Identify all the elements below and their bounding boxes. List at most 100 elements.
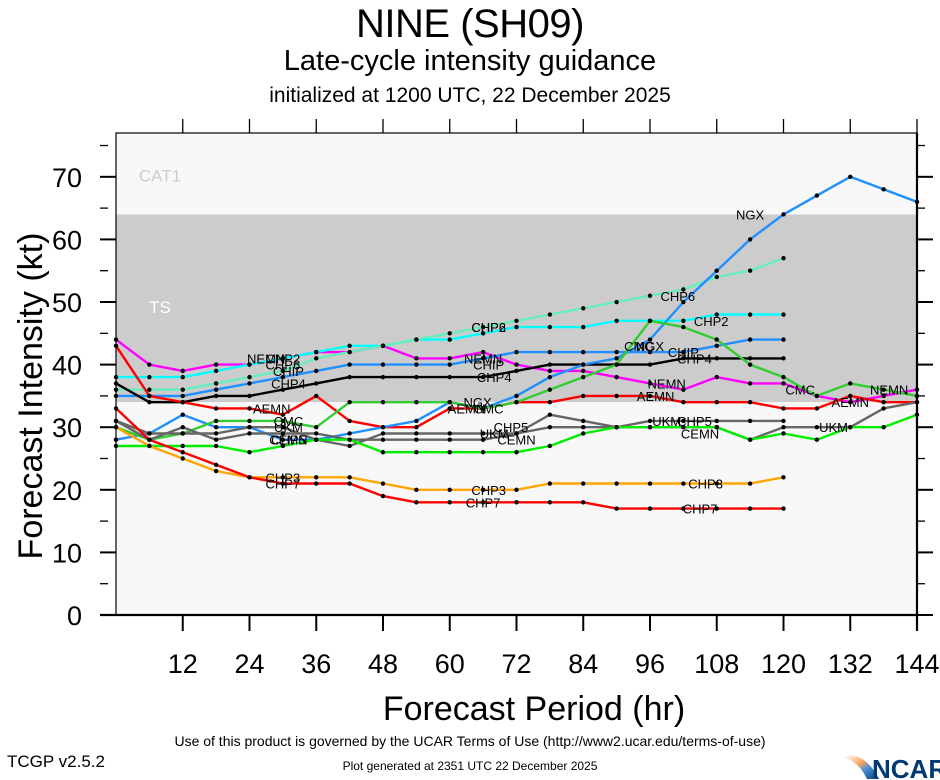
x-tick-label: 108: [694, 649, 739, 679]
series-label-chp4: CHP4: [477, 370, 512, 385]
data-point-aemn: [881, 399, 886, 405]
data-point-chp4: [781, 356, 786, 361]
data-point-aemn: [447, 406, 452, 411]
data-point-chp4: [647, 362, 653, 367]
data-point-nemn: [714, 374, 719, 380]
data-point-chip: [447, 362, 452, 367]
data-point-chp6: [681, 287, 686, 292]
data-point-chp6: [647, 293, 653, 298]
data-point-aemn: [414, 425, 419, 430]
y-tick-label: 30: [52, 413, 82, 443]
data-point-chp6: [213, 381, 219, 386]
data-point-chp5: [347, 443, 352, 449]
data-point-cemn: [614, 425, 619, 430]
series-label-ngx: NGX: [736, 207, 765, 222]
data-point-chp7: [280, 481, 286, 486]
data-point-ngx: [581, 362, 586, 367]
data-point-aemn: [781, 406, 786, 411]
data-point-ngx: [380, 425, 386, 430]
data-point-nemn: [681, 387, 686, 392]
data-point-chp4: [347, 374, 352, 380]
data-point-chp6: [180, 387, 185, 392]
data-point-aemn: [180, 399, 185, 405]
series-label-aemn: AEMN: [637, 389, 675, 404]
data-point-ukm: [247, 431, 252, 436]
series-label-chp3: CHP3: [471, 483, 506, 498]
data-point-chp3: [480, 487, 486, 493]
data-point-aemn: [714, 399, 719, 405]
data-point-ngx: [614, 356, 619, 361]
data-point-chp5: [647, 418, 653, 424]
data-point-chp7: [213, 462, 219, 467]
data-point-chip: [681, 349, 686, 355]
data-point-chp3: [647, 481, 653, 486]
x-tick-label: 72: [501, 649, 531, 679]
data-point-aemn: [280, 412, 286, 417]
data-point-chip: [581, 349, 586, 355]
data-point-chp2: [480, 331, 486, 336]
data-point-nemn: [147, 362, 152, 367]
data-point-chp3: [314, 475, 319, 480]
data-point-chp4: [314, 381, 319, 386]
intensity-band-ts: [116, 214, 917, 403]
data-point-chp3: [280, 475, 286, 480]
x-tick-label: 132: [828, 649, 873, 679]
data-point-cmc: [380, 399, 386, 405]
data-point-nemn: [547, 368, 553, 374]
data-point-nemn: [614, 374, 619, 380]
data-point-chp3: [714, 481, 719, 486]
data-point-aemn: [314, 393, 319, 399]
data-point-cmc: [414, 399, 419, 405]
data-point-chp3: [681, 481, 686, 486]
data-point-chp3: [447, 487, 452, 493]
series-label-chp4: CHP4: [677, 351, 712, 366]
data-point-chp7: [447, 500, 452, 505]
data-point-chp7: [714, 506, 719, 511]
data-point-cmc: [314, 425, 319, 430]
data-point-chp7: [547, 500, 553, 505]
data-point-cemn: [714, 425, 719, 430]
data-point-chp5: [581, 425, 586, 430]
data-point-chp7: [480, 500, 486, 505]
series-label-ngx: NGX: [463, 395, 492, 410]
data-point-chp4: [213, 393, 219, 399]
data-point-nemn: [881, 393, 886, 399]
data-point-nemn: [581, 368, 586, 374]
series-label-nemn: NEMN: [870, 383, 908, 398]
data-point-chp4: [714, 356, 719, 361]
data-point-chp3: [414, 487, 419, 493]
data-point-chp6: [247, 374, 252, 380]
data-point-ngx: [647, 337, 653, 342]
data-point-chp7: [414, 500, 419, 505]
x-tick-label: 84: [568, 649, 598, 679]
data-point-chp6: [147, 387, 152, 392]
data-point-chp6: [547, 312, 553, 317]
data-point-ngx: [681, 299, 686, 305]
data-point-chp5: [714, 418, 719, 424]
terms-of-use-notice: Use of this product is governed by the U…: [174, 733, 766, 749]
data-point-chp3: [614, 481, 619, 486]
data-point-chp6: [747, 268, 753, 273]
band-label-cat1: CAT1: [139, 166, 181, 185]
generated-timestamp: Plot generated at 2351 UTC 22 December 2…: [342, 759, 598, 773]
series-label-ukm: UKM: [652, 414, 681, 429]
data-point-chp5: [414, 431, 419, 436]
data-point-ukm: [814, 425, 820, 430]
data-point-cemn: [881, 425, 886, 430]
data-point-cmc: [814, 393, 820, 399]
data-point-chp2: [213, 368, 219, 374]
data-point-chip: [480, 356, 486, 361]
data-point-chp7: [380, 493, 386, 499]
data-point-chip: [781, 337, 786, 342]
data-point-ukm: [781, 425, 786, 430]
data-point-cemn: [581, 431, 586, 436]
data-point-aemn: [814, 406, 820, 411]
data-point-chp2: [180, 374, 185, 380]
data-point-chp5: [747, 418, 753, 424]
data-point-aemn: [247, 406, 252, 411]
data-point-cemn: [380, 450, 386, 455]
data-point-chp5: [147, 431, 152, 436]
chart-title: NINE (SH09): [356, 2, 584, 46]
data-point-chp4: [747, 356, 753, 361]
data-point-chip: [414, 362, 419, 367]
